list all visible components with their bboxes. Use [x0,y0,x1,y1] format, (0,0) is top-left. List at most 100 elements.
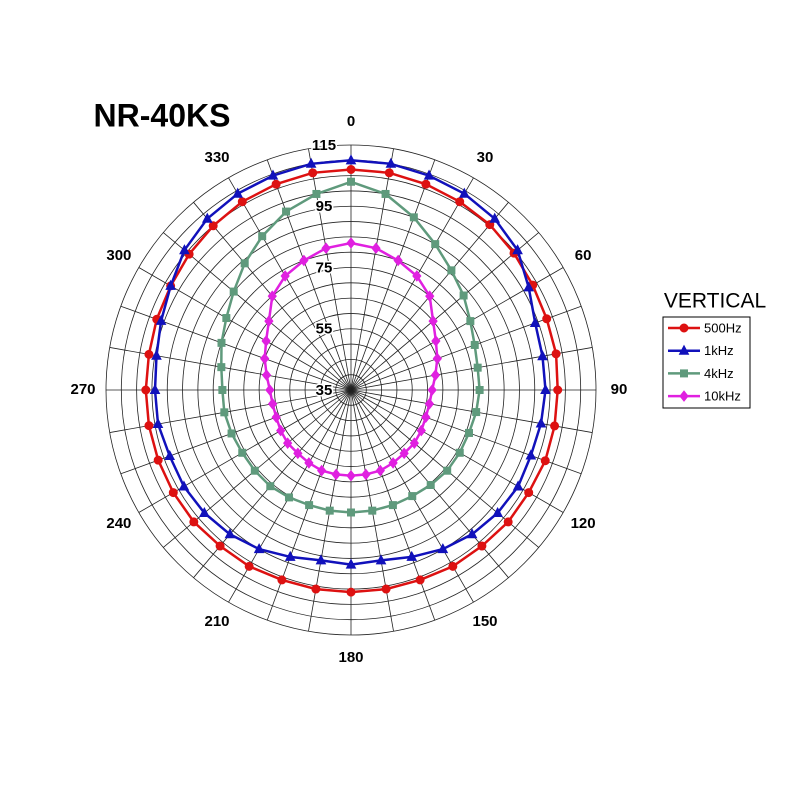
marker [393,254,403,267]
marker [250,466,259,475]
marker [428,315,438,327]
marker [375,464,385,477]
marker [260,352,270,365]
angle-label: 120 [571,515,596,532]
marker [258,232,267,241]
marker [426,481,435,490]
marker [345,558,357,569]
marker [540,383,551,394]
marker [466,317,475,326]
marker [208,221,218,231]
marker [430,369,441,381]
marker [229,287,238,296]
marker [388,457,398,469]
marker [165,279,176,290]
marker [215,541,225,551]
marker [381,584,391,594]
marker [458,187,470,198]
marker [523,281,535,292]
spoke [350,159,436,391]
marker [144,349,154,359]
spoke [308,148,352,391]
marker [312,189,321,198]
marker [388,501,397,510]
legend-label: 10kHz [704,389,741,404]
marker [280,270,290,282]
marker [550,421,560,431]
marker [168,488,178,498]
angle-label: 30 [477,149,494,166]
marker [305,157,317,168]
marker [222,314,231,323]
marker [425,290,435,302]
marker [424,398,435,410]
marker [409,437,419,449]
marker [240,259,249,268]
marker [224,528,236,539]
marker [267,290,277,302]
marker [455,197,465,207]
marker [276,424,286,437]
marker [427,384,437,396]
marker [492,506,503,518]
marker [421,411,431,424]
marker [271,411,281,424]
marker [415,575,425,585]
marker [473,363,482,372]
chart-title: NR-40KS [94,97,231,133]
marker [503,517,513,527]
r-tick-label: 35 [316,382,333,399]
marker [325,506,334,515]
r-tick-label: 55 [316,321,333,338]
series [260,237,442,482]
marker [421,179,431,189]
marker [220,408,229,417]
marker [375,554,387,565]
marker [368,506,377,515]
marker [261,335,271,347]
marker [472,408,481,417]
spoke [228,177,352,391]
marker [155,314,167,325]
legend-box [662,316,751,409]
marker [151,349,162,360]
marker [361,468,371,481]
marker [144,421,154,431]
marker [551,349,561,359]
marker [153,455,163,465]
marker [524,488,534,498]
marker [540,456,550,466]
series [217,177,484,517]
marker [489,212,501,223]
marker [408,492,417,501]
marker [218,386,227,394]
marker [189,517,199,527]
marker [346,165,356,174]
marker [238,448,247,457]
angle-label: 330 [204,149,229,166]
r-tick-label: 95 [316,198,333,215]
angle-label: 90 [611,381,628,398]
marker [399,447,409,460]
marker [217,363,226,372]
marker [470,340,479,349]
legend-title: VERTICAL [664,290,766,313]
marker [512,244,523,255]
angle-label: 180 [338,649,363,666]
angle-label: 60 [575,247,592,264]
marker [179,244,190,255]
r-tick-label: 75 [316,259,333,276]
marker [267,169,279,180]
r-tick-label: 115 [312,137,336,154]
marker [264,315,274,327]
marker [371,242,381,255]
marker [315,554,327,565]
series-line [144,168,559,594]
series [141,165,563,597]
angle-label: 270 [70,381,95,398]
marker [283,437,293,449]
marker [447,266,456,275]
marker [347,508,355,517]
marker [346,469,356,482]
marker [227,429,236,438]
